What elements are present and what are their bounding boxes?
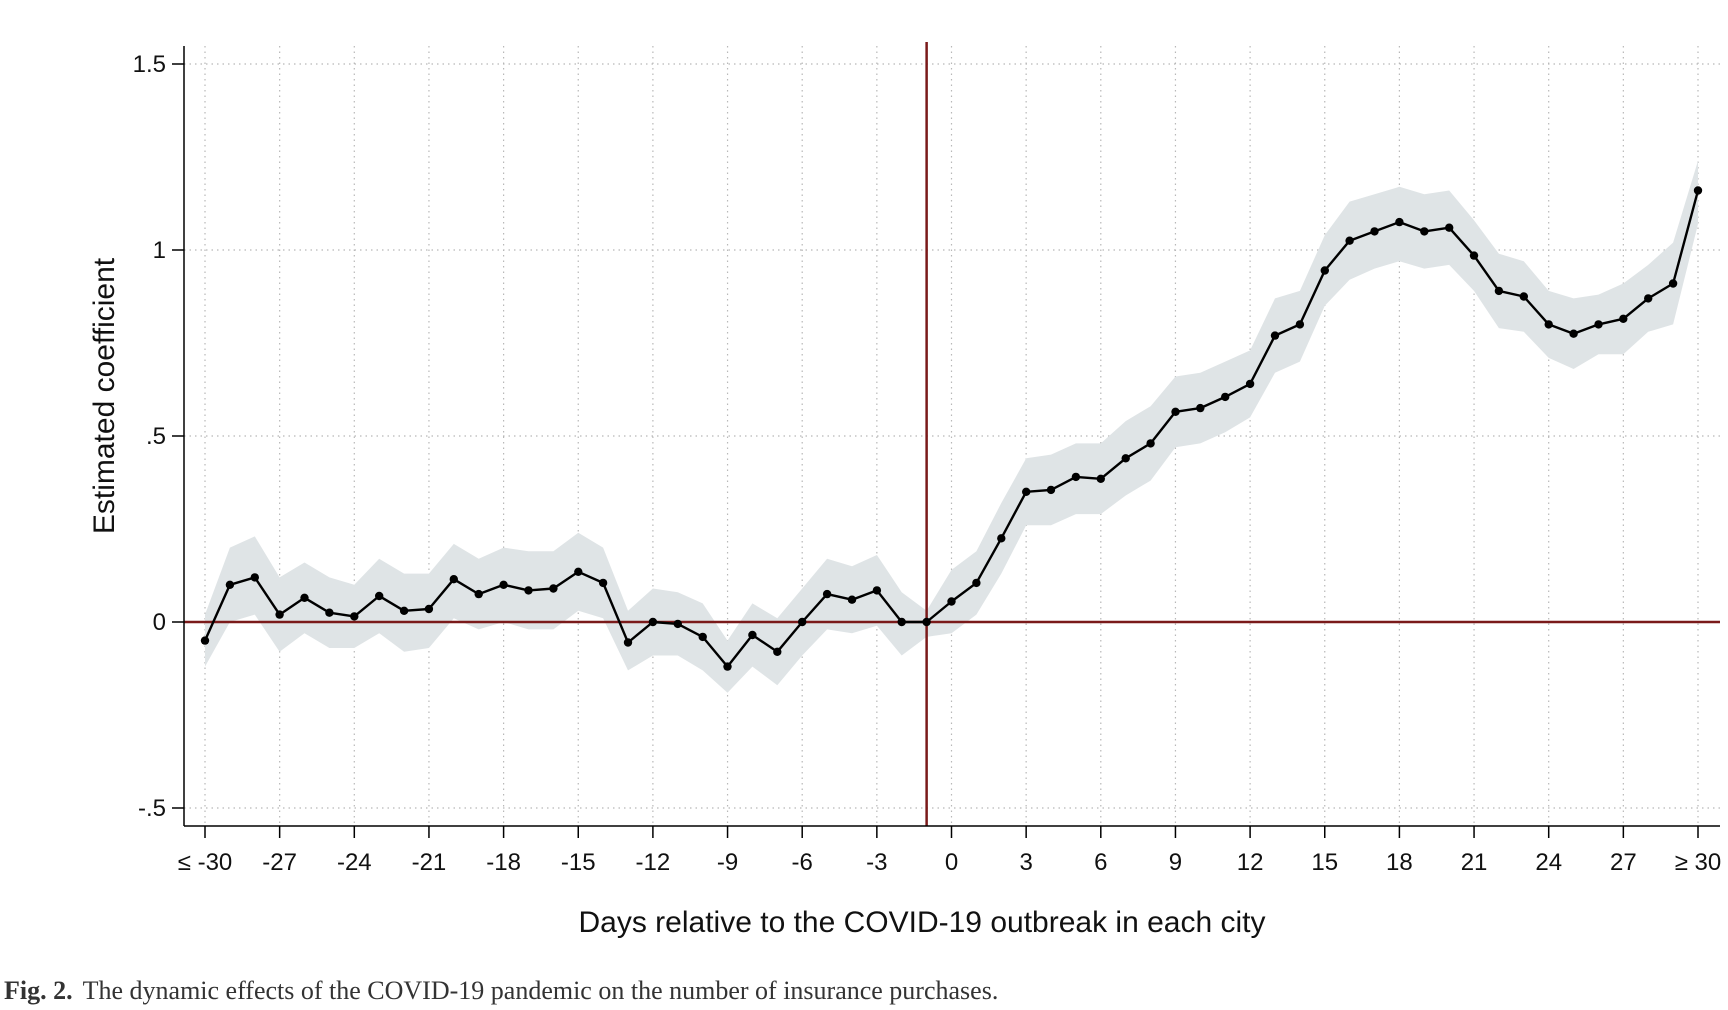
x-tick-label: 3 <box>1019 849 1032 876</box>
data-point <box>424 604 434 614</box>
data-point <box>1071 472 1081 482</box>
x-tick-label: -21 <box>412 849 447 876</box>
y-tick-label: .5 <box>146 423 166 450</box>
y-axis-label: Estimated coefficient <box>88 257 121 534</box>
data-point <box>897 617 906 627</box>
y-axis-ticks: -.5 0 .5 1 1.5 <box>133 51 184 822</box>
data-point <box>1519 292 1529 301</box>
confidence-interval-band <box>205 160 1698 693</box>
x-tick-label: 9 <box>1169 849 1182 876</box>
data-point <box>1693 186 1703 195</box>
x-tick-label: 21 <box>1461 849 1488 876</box>
x-tick-label: -15 <box>561 849 596 876</box>
data-point <box>350 612 359 621</box>
y-tick-label: 1.5 <box>133 51 166 78</box>
data-point <box>549 584 558 593</box>
data-points <box>200 186 1703 671</box>
x-tick-label: 0 <box>945 849 958 876</box>
data-point <box>1594 320 1603 329</box>
data-point <box>1121 454 1130 463</box>
grid-lines <box>184 46 1720 826</box>
figure-caption: Fig. 2. The dynamic effects of the COVID-… <box>4 976 1724 1006</box>
data-point <box>325 608 334 617</box>
x-tick-label: -12 <box>636 849 671 876</box>
data-point <box>922 617 931 627</box>
data-point <box>1320 266 1330 275</box>
x-tick-label: ≥ 30 <box>1675 849 1722 876</box>
data-point <box>1619 314 1628 323</box>
data-point <box>1245 379 1255 389</box>
data-point <box>997 534 1006 543</box>
data-point <box>1420 227 1429 236</box>
y-tick-label: -.5 <box>138 795 166 822</box>
data-point <box>598 578 608 588</box>
data-point <box>1668 279 1678 288</box>
data-point <box>1345 236 1354 245</box>
x-axis-ticks: ≤ -30 -27 -24 -21 -18 -15 -12 -9 -6 -3 0 3 6 9 12 15 18 2… <box>178 826 1722 876</box>
data-point <box>524 586 533 595</box>
x-tick-label: -27 <box>262 849 297 876</box>
data-point <box>748 630 757 640</box>
x-tick-label: -9 <box>717 849 738 876</box>
data-point <box>1494 286 1504 296</box>
data-point <box>822 589 832 599</box>
data-point <box>250 573 259 582</box>
data-point <box>648 617 658 627</box>
x-tick-label: 24 <box>1535 849 1562 876</box>
data-point <box>1021 487 1031 496</box>
data-point <box>673 619 682 629</box>
data-point <box>1196 403 1205 413</box>
data-point <box>1046 485 1056 495</box>
data-point <box>300 593 309 602</box>
data-point <box>200 636 210 645</box>
data-point <box>275 610 284 619</box>
data-point <box>375 591 384 601</box>
x-axis-label: Days relative to the COVID-19 outbreak i… <box>579 906 1266 939</box>
data-point <box>773 647 782 656</box>
data-point <box>1370 227 1379 236</box>
x-tick-label: -24 <box>337 849 372 876</box>
data-point <box>1096 474 1106 483</box>
data-point <box>798 617 807 627</box>
data-point <box>1146 439 1155 448</box>
x-tick-label: -3 <box>866 849 887 876</box>
x-tick-label: 27 <box>1610 849 1637 876</box>
x-tick-label: -18 <box>486 849 521 876</box>
x-tick-label: 12 <box>1237 849 1264 876</box>
data-point <box>574 567 583 576</box>
x-tick-label: 6 <box>1094 849 1107 876</box>
data-point <box>399 606 409 615</box>
x-tick-label: 18 <box>1386 849 1413 876</box>
data-point <box>1270 331 1280 340</box>
x-tick-label: -6 <box>792 849 813 876</box>
data-point <box>449 575 458 584</box>
data-point <box>499 580 508 589</box>
data-point <box>225 580 235 589</box>
data-point <box>1469 251 1479 260</box>
figure-caption-text: The dynamic effects of the COVID-19 pand… <box>82 976 999 1005</box>
chart-svg: ≤ -30 -27 -24 -21 -18 -15 -12 -9 -6 -3 0 3 6 9 12 15 18 2… <box>88 42 1722 939</box>
data-point <box>1644 294 1653 303</box>
data-point <box>474 589 483 599</box>
data-point <box>1569 329 1578 338</box>
data-point <box>723 662 732 671</box>
data-point <box>623 638 633 647</box>
data-point <box>1171 407 1180 416</box>
data-point <box>1395 217 1404 227</box>
data-point <box>1445 223 1454 232</box>
data-point <box>872 586 882 595</box>
figure-label: Fig. 2. <box>4 976 73 1005</box>
data-point <box>1544 320 1553 329</box>
data-point <box>1221 392 1230 402</box>
data-point <box>847 595 857 604</box>
data-point <box>1295 320 1305 329</box>
data-point <box>947 597 956 606</box>
y-tick-label: 1 <box>153 237 166 264</box>
x-tick-label: ≤ -30 <box>178 849 233 876</box>
data-point <box>698 632 707 642</box>
y-tick-label: 0 <box>153 609 166 636</box>
x-tick-label: 15 <box>1311 849 1338 876</box>
data-point <box>972 578 981 588</box>
